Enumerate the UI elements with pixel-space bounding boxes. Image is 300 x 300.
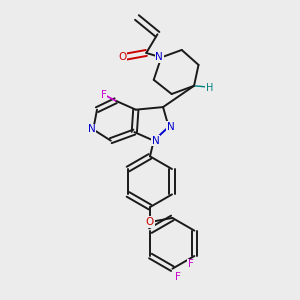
Text: H: H <box>206 83 213 93</box>
Text: N: N <box>167 122 174 132</box>
Text: F: F <box>175 272 181 282</box>
Text: F: F <box>101 90 107 100</box>
Text: N: N <box>155 52 163 62</box>
Text: O: O <box>146 217 154 227</box>
Text: N: N <box>152 136 160 146</box>
Text: N: N <box>88 124 95 134</box>
Text: O: O <box>118 52 126 62</box>
Text: F: F <box>188 259 194 269</box>
